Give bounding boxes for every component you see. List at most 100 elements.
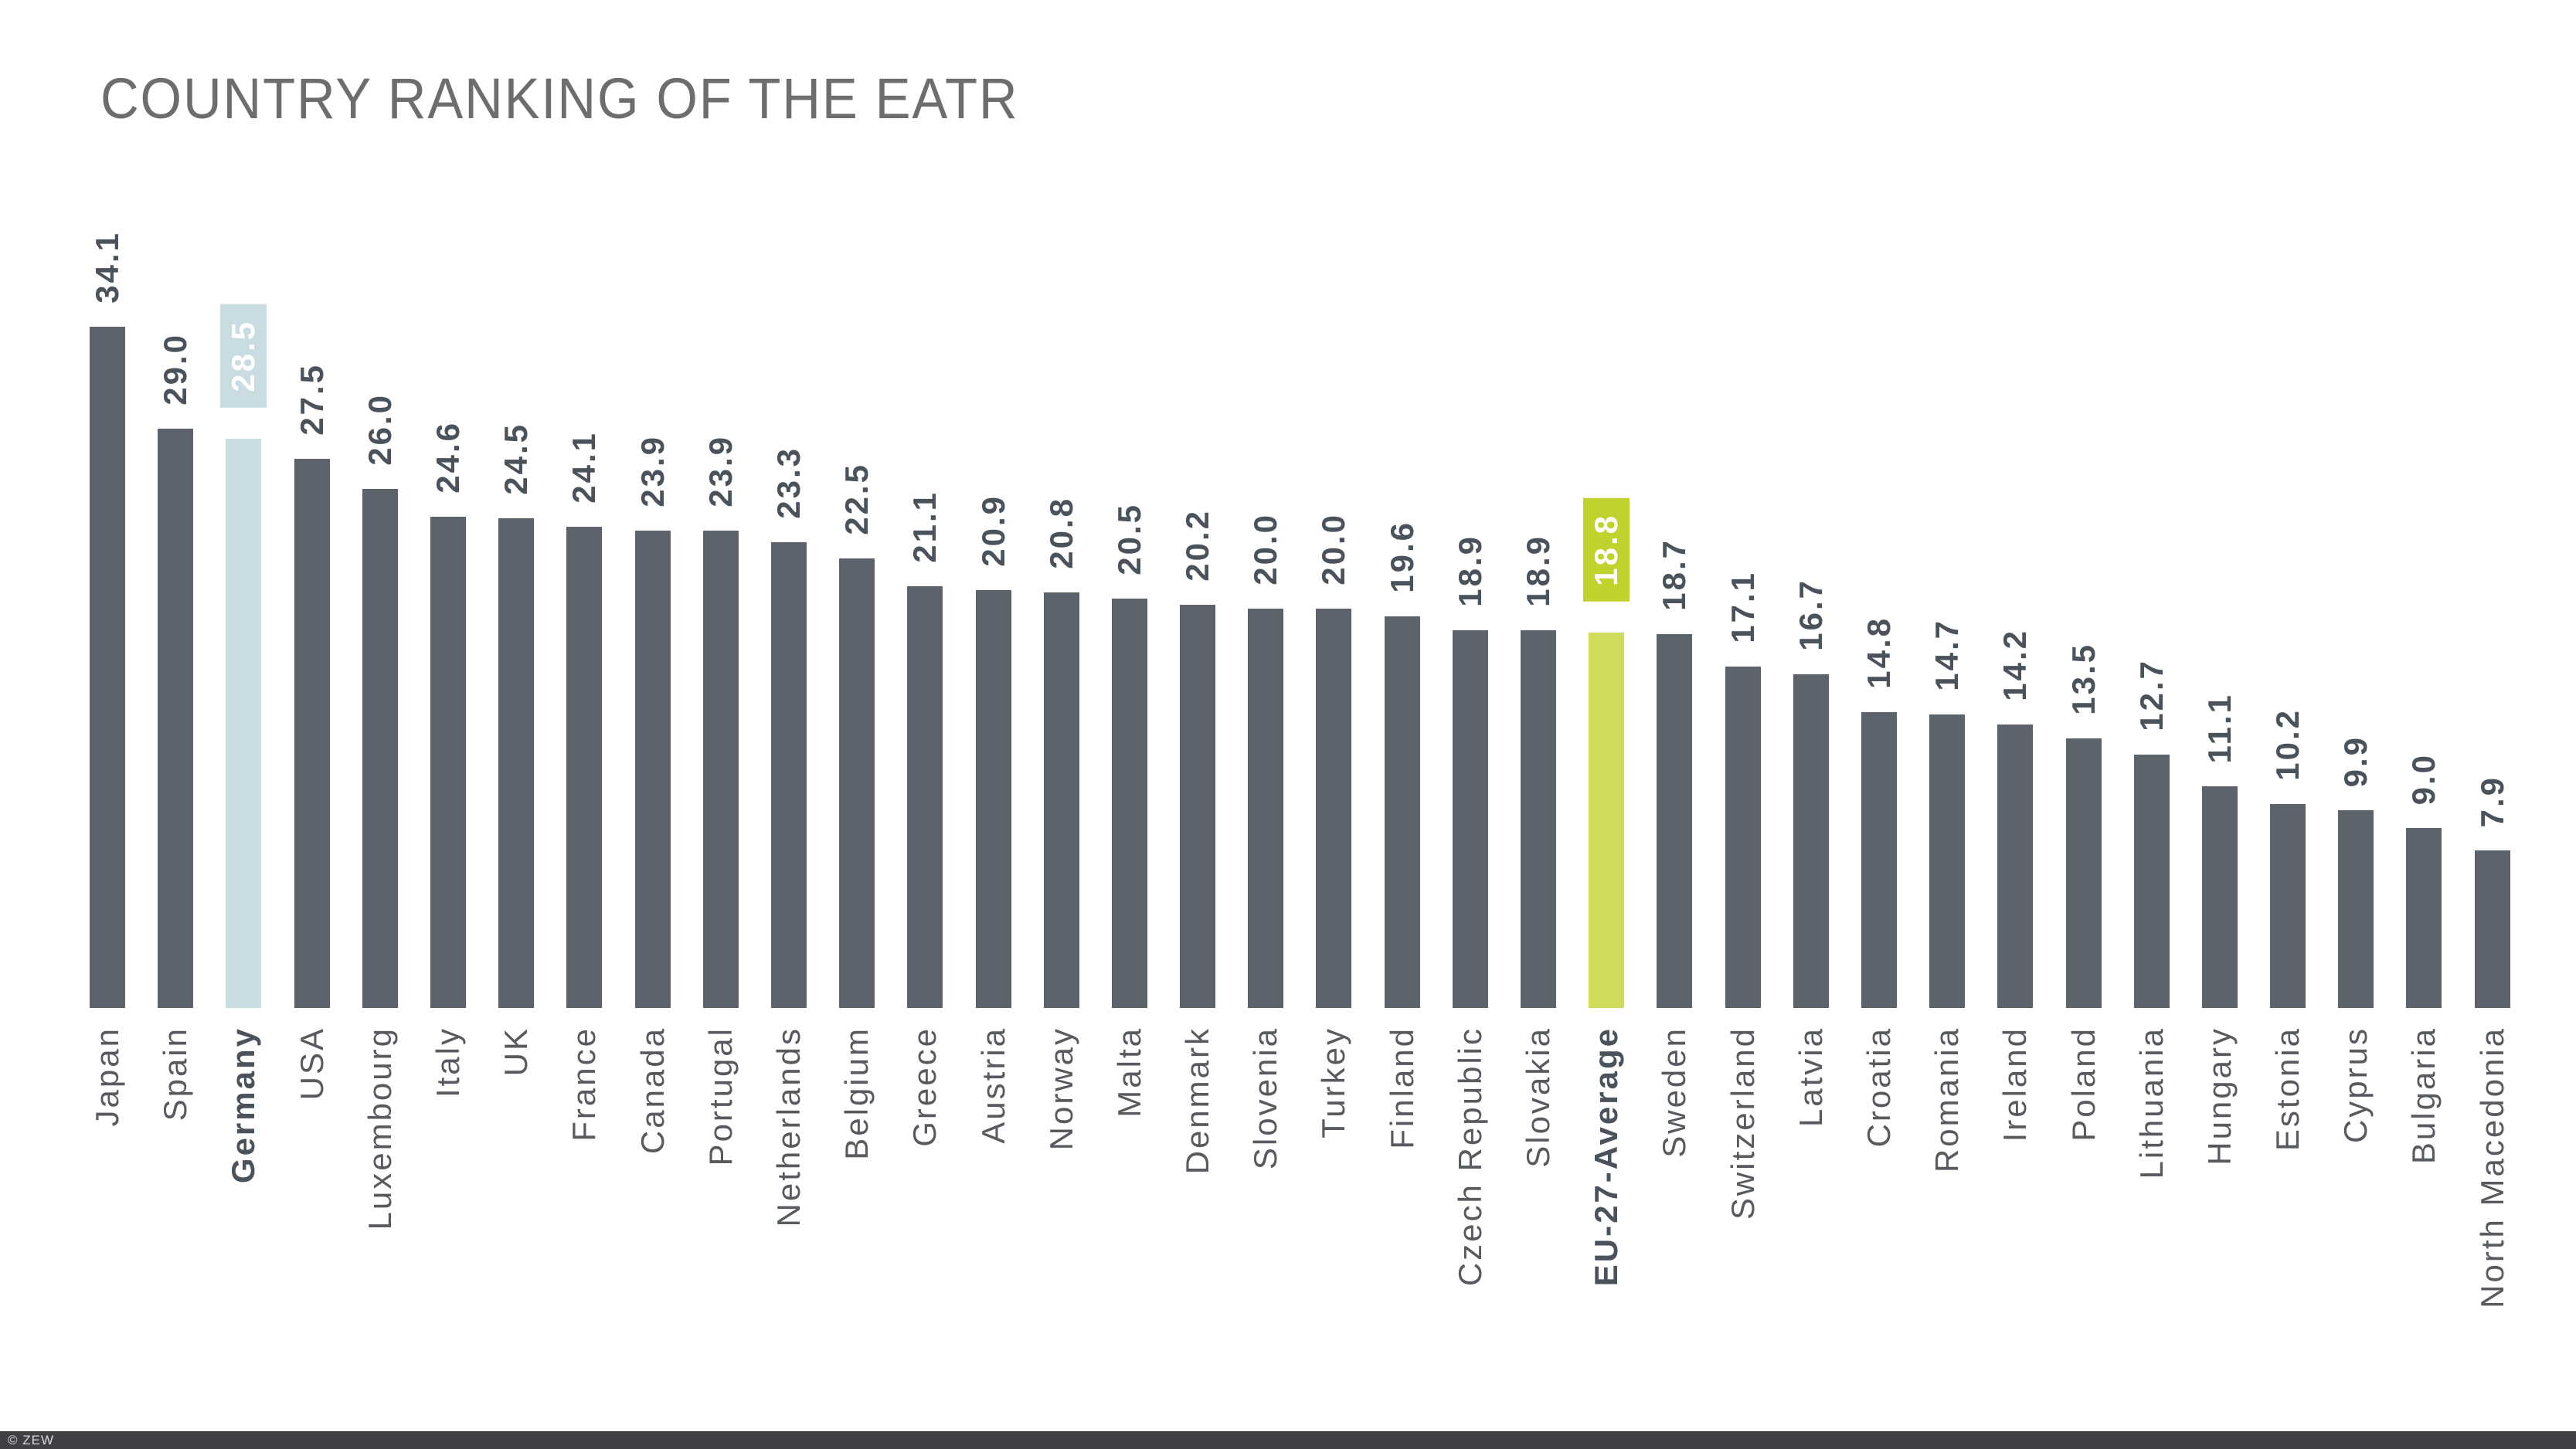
label-column-belgium: Belgium: [823, 1008, 891, 1308]
bar-switzerland: [1725, 667, 1761, 1008]
bar-denmark: [1180, 605, 1216, 1008]
value-label-slovakia: 18.9: [1520, 534, 1557, 607]
country-label-turkey: Turkey: [1315, 1027, 1352, 1138]
value-label-turkey: 20.0: [1315, 513, 1352, 585]
bars-area: 34.1 29.0 28.5 27.5 26.0 24.6 24.5 24.1 …: [73, 228, 2527, 1008]
label-column-greece: Greece: [891, 1008, 959, 1308]
bar-latvia: [1793, 674, 1829, 1008]
value-label-portugal: 23.9: [702, 435, 739, 507]
label-column-eu-27-average: EU-27-Average: [1572, 1008, 1640, 1308]
country-label-greece: Greece: [906, 1027, 943, 1147]
label-column-canada: Canada: [619, 1008, 687, 1308]
bar-column-croatia: 14.8: [1845, 616, 1913, 1008]
bar-column-greece: 21.1: [891, 490, 959, 1008]
value-label-ireland: 14.2: [1997, 629, 2034, 701]
value-label-canada: 23.9: [634, 435, 671, 507]
bar-column-france: 24.1: [550, 431, 618, 1008]
bar-luxembourg: [362, 489, 398, 1008]
bar-portugal: [702, 531, 739, 1008]
bar-column-belgium: 22.5: [823, 463, 891, 1008]
country-label-sweden: Sweden: [1656, 1027, 1693, 1158]
label-column-poland: Poland: [2049, 1008, 2117, 1308]
bar-column-romania: 14.7: [1913, 619, 1981, 1008]
country-label-malta: Malta: [1110, 1027, 1147, 1118]
label-column-italy: Italy: [414, 1008, 482, 1308]
value-label-bulgaria: 9.0: [2405, 752, 2442, 805]
value-label-uk: 24.5: [498, 422, 535, 495]
country-label-estonia: Estonia: [2269, 1027, 2306, 1152]
bar-poland: [2065, 738, 2102, 1008]
bar-austria: [975, 590, 1011, 1008]
label-column-romania: Romania: [1913, 1008, 1981, 1308]
value-label-slovenia: 20.0: [1247, 513, 1284, 585]
label-column-france: France: [550, 1008, 618, 1308]
bar-column-denmark: 20.2: [1164, 509, 1232, 1008]
value-label-usa: 27.5: [293, 363, 330, 436]
label-column-ireland: Ireland: [1981, 1008, 2049, 1308]
country-label-france: France: [566, 1027, 603, 1142]
bar-column-czech-republic: 18.9: [1436, 534, 1504, 1008]
value-label-japan: 34.1: [89, 231, 126, 304]
country-label-eu-27-average: EU-27-Average: [1588, 1027, 1625, 1287]
bar-column-hungary: 11.1: [2186, 693, 2254, 1008]
value-label-hungary: 11.1: [2200, 692, 2238, 763]
bar-column-slovenia: 20.0: [1232, 513, 1300, 1008]
value-label-austria: 20.9: [974, 494, 1011, 567]
value-label-italy: 24.6: [430, 421, 467, 494]
label-column-switzerland: Switzerland: [1709, 1008, 1777, 1308]
value-label-france: 24.1: [566, 431, 603, 504]
label-column-norway: Norway: [1028, 1008, 1096, 1308]
bar-bulgaria: [2406, 828, 2442, 1008]
label-column-usa: USA: [278, 1008, 346, 1308]
label-column-lithuania: Lithuania: [2118, 1008, 2186, 1308]
label-column-cyprus: Cyprus: [2322, 1008, 2390, 1308]
country-label-cyprus: Cyprus: [2337, 1027, 2374, 1144]
bar-column-portugal: 23.9: [687, 435, 755, 1008]
bar-croatia: [1861, 712, 1897, 1008]
value-label-poland: 13.5: [2065, 643, 2102, 715]
bar-column-italy: 24.6: [414, 421, 482, 1008]
country-label-canada: Canada: [634, 1027, 671, 1155]
value-label-estonia: 10.2: [2269, 708, 2306, 781]
country-label-uk: UK: [498, 1027, 535, 1077]
label-column-japan: Japan: [73, 1008, 141, 1308]
country-label-austria: Austria: [974, 1027, 1011, 1144]
value-label-switzerland: 17.1: [1724, 571, 1761, 643]
bar-japan: [90, 327, 126, 1008]
bar-turkey: [1316, 609, 1352, 1008]
bar-column-canada: 23.9: [619, 435, 687, 1008]
bar-column-austria: 20.9: [959, 494, 1027, 1008]
label-column-sweden: Sweden: [1640, 1008, 1708, 1308]
country-label-netherlands: Netherlands: [770, 1027, 807, 1227]
country-label-slovakia: Slovakia: [1520, 1027, 1557, 1168]
label-column-malta: Malta: [1096, 1008, 1164, 1308]
bar-finland: [1384, 616, 1420, 1008]
footer-bar: © ZEW: [0, 1431, 2576, 1449]
value-label-belgium: 22.5: [838, 463, 875, 535]
country-label-switzerland: Switzerland: [1724, 1027, 1761, 1220]
bar-slovenia: [1248, 609, 1284, 1008]
bar-usa: [294, 459, 330, 1008]
country-label-belgium: Belgium: [838, 1027, 875, 1160]
country-label-portugal: Portugal: [702, 1027, 739, 1166]
value-label-sweden: 18.7: [1656, 538, 1693, 611]
label-column-austria: Austria: [959, 1008, 1027, 1308]
bar-column-uk: 24.5: [482, 422, 550, 1008]
bar-canada: [634, 531, 671, 1008]
label-column-czech-republic: Czech Republic: [1436, 1008, 1504, 1308]
label-column-finland: Finland: [1368, 1008, 1436, 1308]
bar-column-spain: 29.0: [141, 333, 209, 1008]
bar-slovakia: [1521, 630, 1557, 1008]
bar-eu-27-average: [1589, 633, 1625, 1008]
country-label-czech-republic: Czech Republic: [1451, 1027, 1488, 1287]
bar-column-estonia: 10.2: [2254, 708, 2322, 1008]
country-label-denmark: Denmark: [1179, 1027, 1216, 1175]
bar-column-poland: 13.5: [2049, 643, 2117, 1008]
country-label-japan: Japan: [89, 1027, 126, 1127]
value-label-greece: 21.1: [906, 490, 943, 563]
country-label-poland: Poland: [2065, 1027, 2102, 1142]
label-column-north-macedonia: North Macedonia: [2459, 1008, 2527, 1308]
bar-ireland: [1997, 724, 2034, 1008]
bar-norway: [1043, 592, 1079, 1008]
label-column-portugal: Portugal: [687, 1008, 755, 1308]
